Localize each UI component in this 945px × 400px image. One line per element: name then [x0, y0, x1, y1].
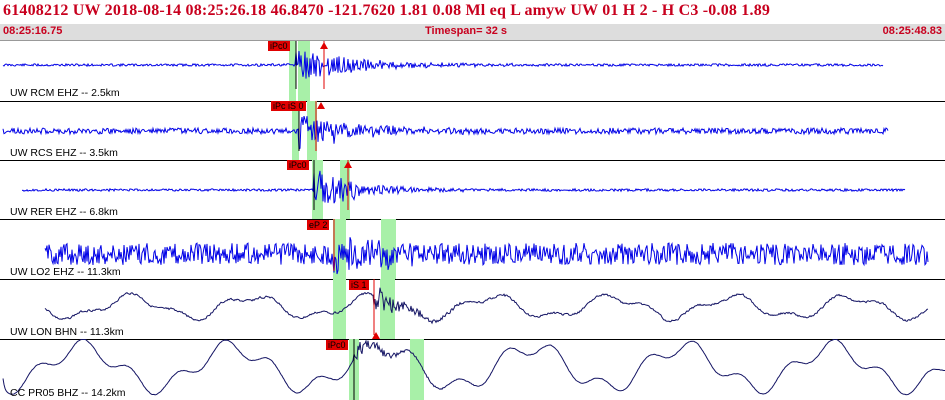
window-highlight	[380, 279, 395, 339]
start-time: 08:25:16.75	[3, 25, 63, 37]
trace-label: UW RCS EHZ -- 3.5km	[10, 147, 118, 159]
trace-panel-rcs[interactable]: iPc iS 0 UW RCS EHZ -- 3.5km	[0, 101, 945, 161]
end-time: 08:25:48.83	[882, 25, 942, 37]
trace-label: UW RER EHZ -- 6.8km	[10, 206, 118, 218]
pick-flag[interactable]: iPc0	[326, 340, 348, 350]
window-highlight	[381, 219, 396, 279]
pick-flag[interactable]: eP 2	[307, 220, 330, 230]
pick-flag[interactable]: iPc iS 0	[271, 101, 306, 111]
trace-panel-rcm[interactable]: iPc0 UW RCM EHZ -- 2.5km	[0, 41, 945, 102]
pick-marker	[317, 102, 325, 109]
window-highlight	[333, 279, 346, 339]
pick-marker	[372, 332, 380, 339]
window-highlight	[340, 160, 350, 219]
pick-marker	[320, 42, 328, 49]
pick-marker	[344, 161, 352, 168]
trace-panel-pr05[interactable]: iPc0 CC PR05 BHZ -- 14.2km	[0, 339, 945, 400]
waveform-pr05	[2, 339, 945, 400]
event-title: 61408212 UW 2018-08-14 08:25:26.18 46.84…	[3, 2, 771, 19]
window-highlight	[292, 101, 299, 160]
trace-panel-rer[interactable]: iPc0 UW RER EHZ -- 6.8km	[0, 160, 945, 220]
waveform-rcs	[2, 101, 889, 160]
waveform-rer	[21, 160, 906, 219]
pick-flag[interactable]: iS 1	[349, 280, 369, 290]
waveform-line	[44, 287, 929, 325]
pick-flag[interactable]: iPc0	[268, 41, 290, 51]
waveform-line	[2, 51, 884, 79]
waveform-line	[44, 237, 929, 275]
waveform-line	[21, 170, 906, 204]
header: 61408212 UW 2018-08-14 08:25:26.18 46.84…	[0, 0, 945, 41]
waveform-lo2	[44, 219, 929, 279]
trace-label: UW LON BHN -- 11.3km	[10, 326, 124, 338]
window-highlight	[289, 41, 296, 101]
trace-panel-lon[interactable]: iS 1 UW LON BHN -- 11.3km	[0, 279, 945, 340]
window-highlight	[410, 339, 424, 400]
waveform-line	[2, 339, 945, 396]
pick-flag[interactable]: iPc0	[287, 160, 309, 170]
waveform-lon	[44, 279, 929, 339]
window-highlight	[307, 101, 317, 160]
timespan: Timespan= 32 s	[425, 25, 508, 37]
trace-label: CC PR05 BHZ -- 14.2km	[10, 387, 126, 399]
waveform-line	[2, 115, 889, 151]
time-bar: 08:25:16.75 Timespan= 32 s 08:25:48.83	[0, 24, 945, 41]
trace-label: UW LO2 EHZ -- 11.3km	[10, 266, 121, 278]
trace-label: UW RCM EHZ -- 2.5km	[10, 87, 120, 99]
waveform-rcm	[2, 41, 884, 101]
trace-panel-lo2[interactable]: eP 2 UW LO2 EHZ -- 11.3km	[0, 219, 945, 280]
